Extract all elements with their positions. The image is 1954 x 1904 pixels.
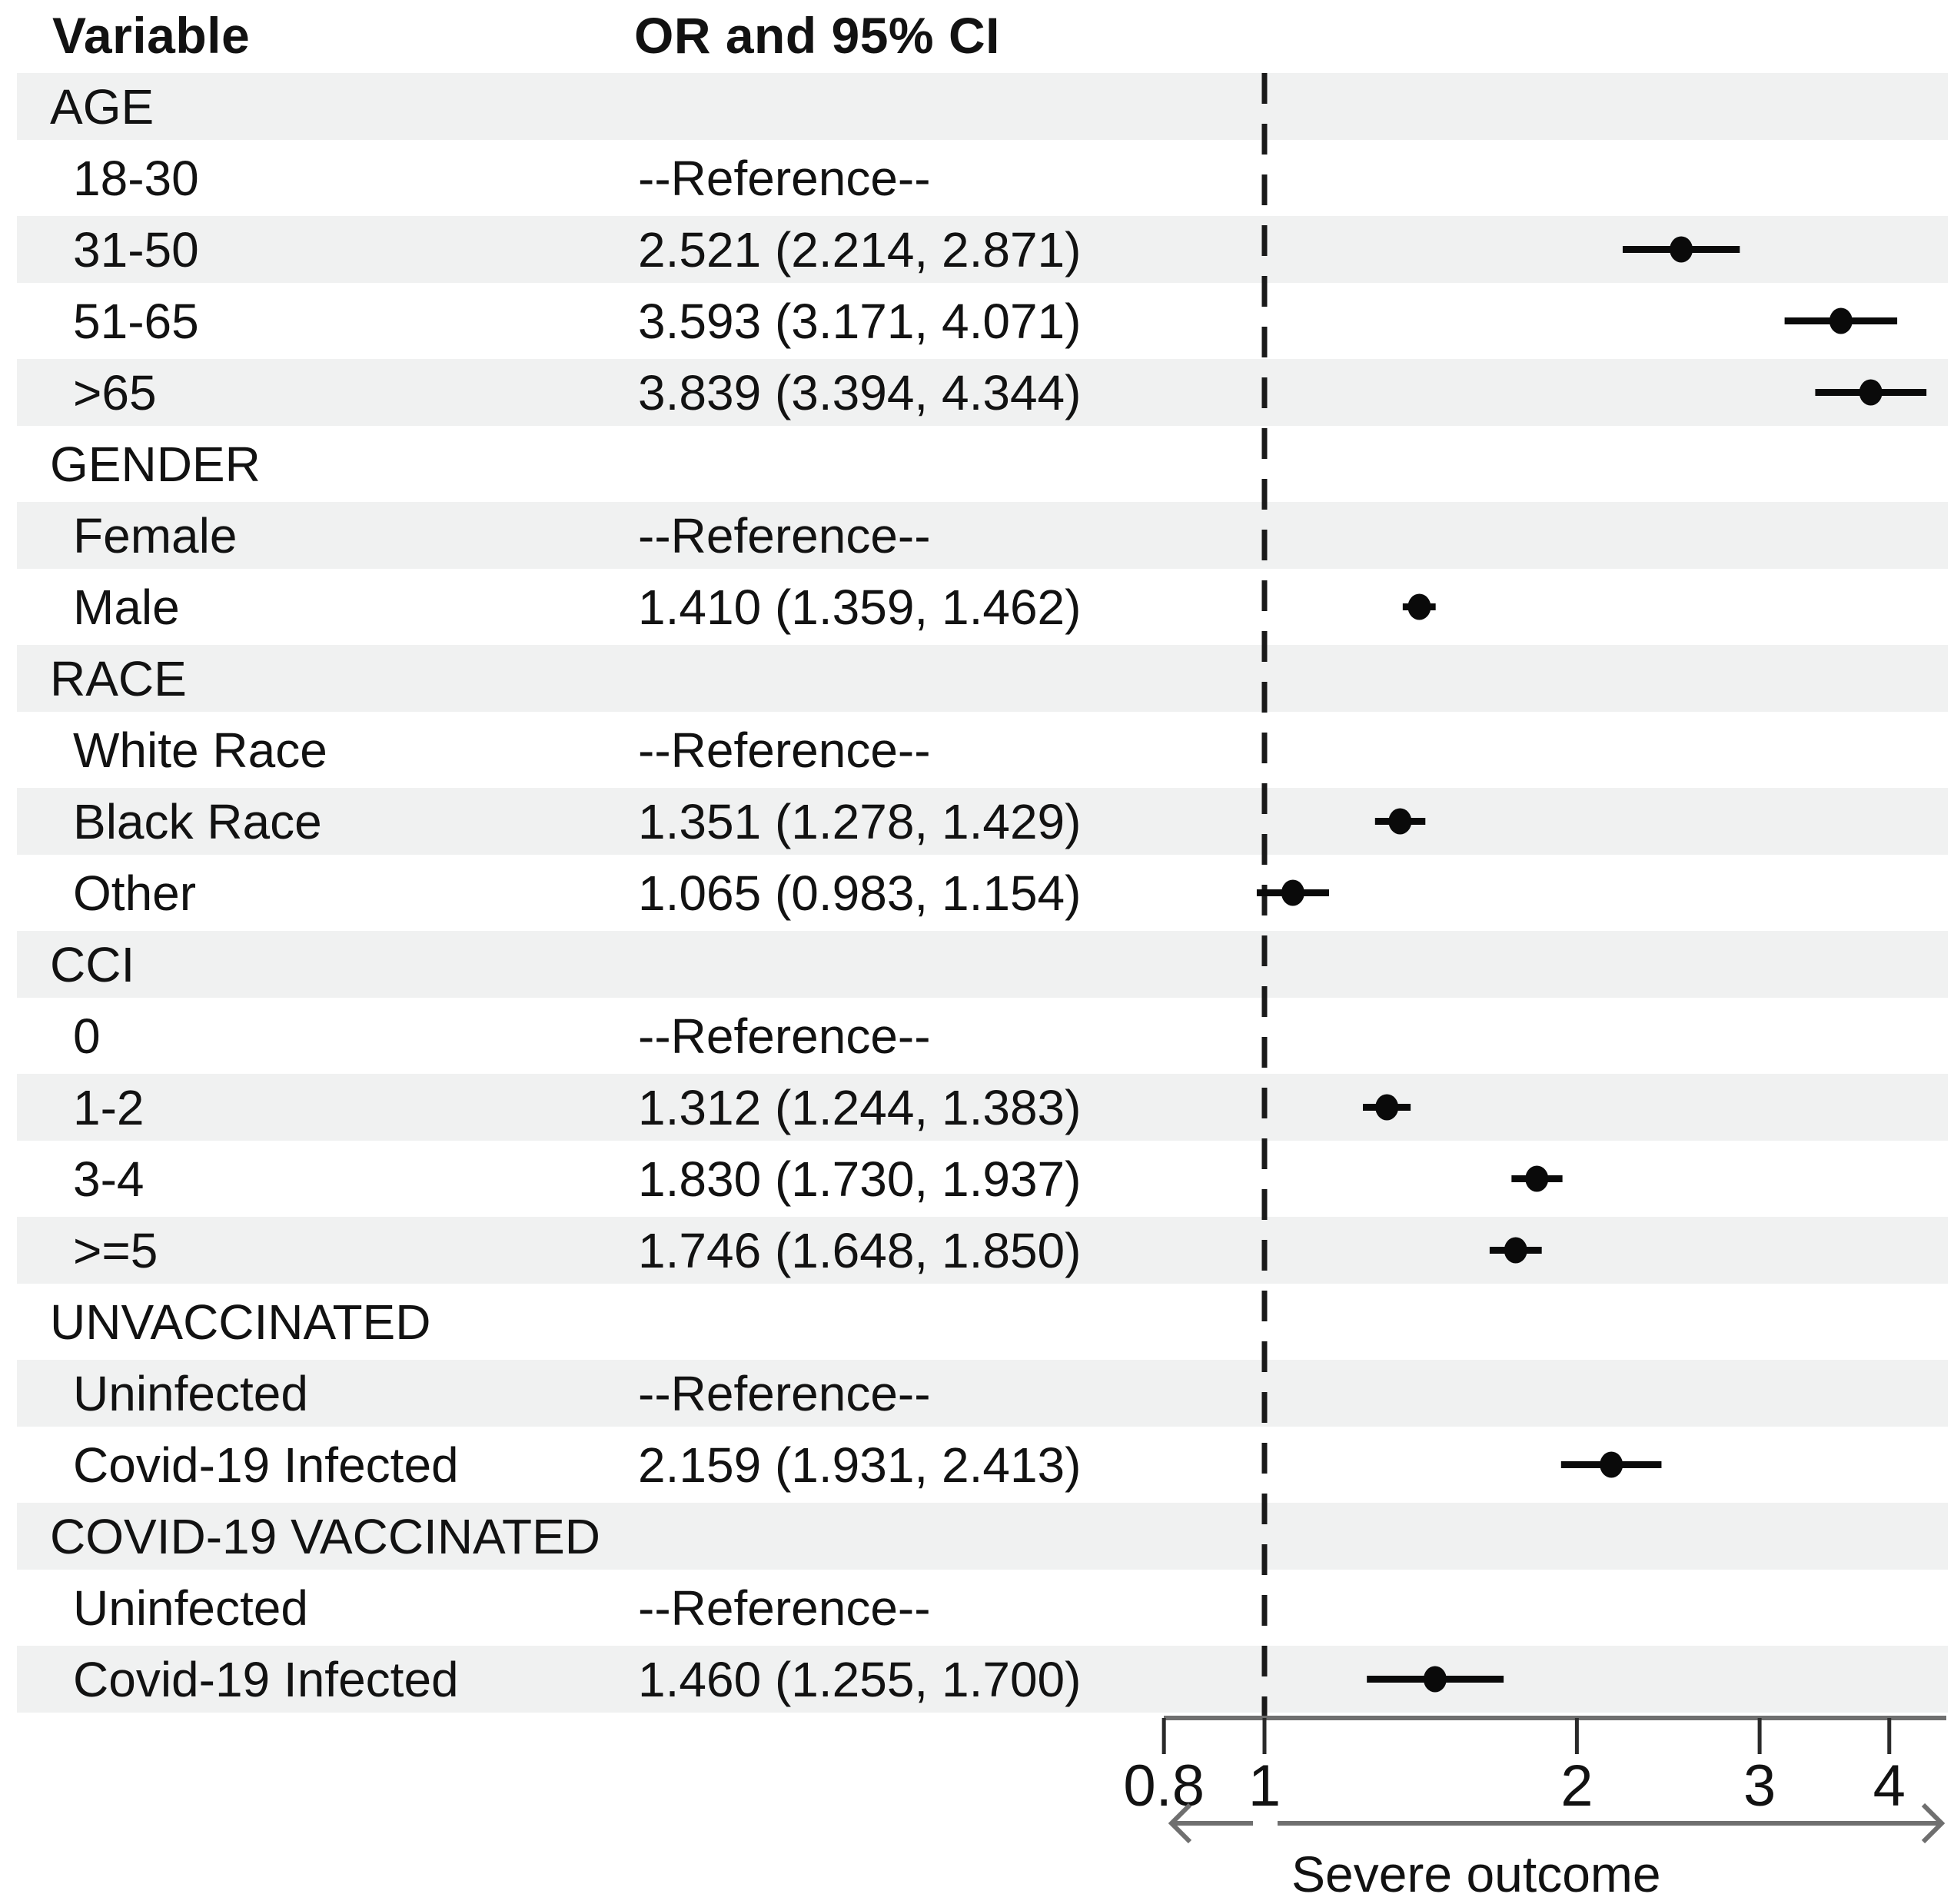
row-or-value: --Reference--: [638, 150, 931, 206]
row-label: 1-2: [73, 1079, 145, 1135]
row-or-value: 1.351 (1.278, 1.429): [638, 793, 1082, 849]
row-or-value: --Reference--: [638, 1008, 931, 1064]
group-label: RACE: [50, 650, 187, 706]
variable-column-header: Variable: [52, 7, 251, 64]
row-label: Uninfected: [73, 1365, 308, 1421]
x-axis-title: Severe outcome: [1291, 1846, 1661, 1902]
x-axis-tick-label: 2: [1560, 1753, 1593, 1819]
group-label: COVID-19 VACCINATED: [50, 1508, 600, 1564]
group-label: GENDER: [50, 436, 261, 492]
row-or-value: --Reference--: [638, 1580, 931, 1636]
row-or-value: 3.593 (3.171, 4.071): [638, 293, 1082, 349]
row-or-value: 1.312 (1.244, 1.383): [638, 1079, 1082, 1135]
x-axis-tick-label: 1: [1248, 1753, 1281, 1819]
row-label: Uninfected: [73, 1580, 308, 1636]
row-band: [17, 145, 1948, 211]
row-or-value: 1.460 (1.255, 1.700): [638, 1651, 1082, 1707]
column-header-row: Variable OR and 95% CI: [0, 0, 1954, 71]
row-label: Female: [73, 507, 238, 563]
group-label: UNVACCINATED: [50, 1294, 431, 1350]
row-label: >65: [73, 364, 157, 420]
x-axis-tick-label: 0.8: [1123, 1753, 1205, 1819]
table-row: 51-65 3.593 (3.171, 4.071): [0, 285, 1954, 357]
row-band: [17, 1360, 1948, 1427]
row-or-value: 1.065 (0.983, 1.154): [638, 865, 1082, 921]
table-row: Male 1.410 (1.359, 1.462): [0, 571, 1954, 643]
row-or-value: 1.830 (1.730, 1.937): [638, 1151, 1082, 1207]
table-row: 31-50 2.521 (2.214, 2.871): [0, 214, 1954, 285]
row-band: [17, 931, 1948, 998]
table-row: >=5 1.746 (1.648, 1.850): [0, 1215, 1954, 1286]
table-row: Covid-19 Infected 1.460 (1.255, 1.700): [0, 1643, 1954, 1715]
group-row: AGE: [0, 71, 1954, 142]
row-band: [17, 1002, 1948, 1069]
row-or-value: 2.159 (1.931, 2.413): [638, 1437, 1082, 1493]
table-row: Black Race 1.351 (1.278, 1.429): [0, 786, 1954, 857]
table-row: Other 1.065 (0.983, 1.154): [0, 857, 1954, 929]
row-band: [17, 1646, 1948, 1713]
row-or-value: 3.839 (3.394, 4.344): [638, 364, 1082, 420]
table-row: Uninfected --Reference--: [0, 1357, 1954, 1429]
group-row: CCI: [0, 929, 1954, 1000]
group-row: RACE: [0, 643, 1954, 714]
group-row: GENDER: [0, 428, 1954, 500]
group-row: UNVACCINATED: [0, 1286, 1954, 1357]
table-row: White Race --Reference--: [0, 714, 1954, 786]
table-row: Female --Reference--: [0, 500, 1954, 571]
group-label: AGE: [50, 78, 155, 135]
row-or-value: 2.521 (2.214, 2.871): [638, 221, 1082, 277]
x-axis-tick-label: 4: [1873, 1753, 1906, 1819]
row-or-value: --Reference--: [638, 1365, 931, 1421]
row-label: White Race: [73, 722, 327, 778]
row-label: 0: [73, 1008, 101, 1064]
row-band: [17, 502, 1948, 569]
row-band: [17, 1217, 1948, 1284]
table-row: 1-2 1.312 (1.244, 1.383): [0, 1072, 1954, 1143]
group-label: CCI: [50, 936, 135, 992]
row-band: [17, 1503, 1948, 1570]
row-or-value: 1.410 (1.359, 1.462): [638, 579, 1082, 635]
group-row: COVID-19 VACCINATED: [0, 1500, 1954, 1572]
row-band: [17, 788, 1948, 855]
row-band: [17, 1074, 1948, 1141]
row-or-value: 1.746 (1.648, 1.850): [638, 1222, 1082, 1278]
row-label: Black Race: [73, 793, 322, 849]
table-row: Uninfected --Reference--: [0, 1572, 1954, 1643]
row-band: [17, 73, 1948, 140]
table-row: >65 3.839 (3.394, 4.344): [0, 357, 1954, 428]
row-label: 31-50: [73, 221, 199, 277]
row-label: >=5: [73, 1222, 158, 1278]
row-label: Covid-19 Infected: [73, 1437, 459, 1493]
row-label: 51-65: [73, 293, 199, 349]
or-ci-column-header: OR and 95% CI: [634, 7, 1000, 64]
row-label: Covid-19 Infected: [73, 1651, 459, 1707]
x-axis-tick-label: 3: [1743, 1753, 1776, 1819]
row-or-value: --Reference--: [638, 722, 931, 778]
row-or-value: --Reference--: [638, 507, 931, 563]
row-band: [17, 359, 1948, 426]
row-label: 18-30: [73, 150, 199, 206]
table-row: 18-30 --Reference--: [0, 142, 1954, 214]
row-label: Other: [73, 865, 197, 921]
row-band: [17, 645, 1948, 712]
table-row: 3-4 1.830 (1.730, 1.937): [0, 1143, 1954, 1215]
row-band: [17, 430, 1948, 497]
table-row: Covid-19 Infected 2.159 (1.931, 2.413): [0, 1429, 1954, 1500]
row-label: 3-4: [73, 1151, 145, 1207]
table-row: 0 --Reference--: [0, 1000, 1954, 1072]
row-label: Male: [73, 579, 180, 635]
